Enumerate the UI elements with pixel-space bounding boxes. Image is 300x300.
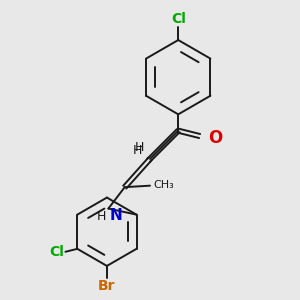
Text: CH₃: CH₃ [154,180,174,190]
Text: N: N [110,208,122,223]
Text: H: H [133,144,142,157]
Text: Cl: Cl [171,12,186,26]
Text: O: O [208,128,222,146]
Text: Cl: Cl [49,245,64,260]
Text: Br: Br [98,279,116,293]
Text: H: H [135,141,144,154]
Text: H: H [97,210,106,223]
